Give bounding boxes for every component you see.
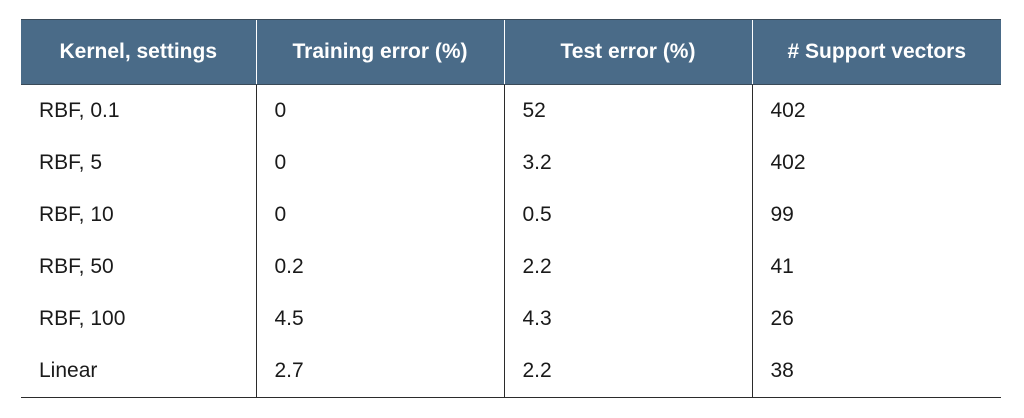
cell-support-vectors: 41 bbox=[751, 241, 1001, 293]
cell-kernel: RBF, 10 bbox=[39, 203, 114, 226]
cell-kernel: RBF, 0.1 bbox=[39, 99, 120, 122]
table-row: RBF, 0.1 0 52 402 bbox=[21, 84, 1001, 137]
table-row: RBF, 50 0.2 2.2 41 bbox=[21, 241, 1001, 293]
cell-support-vectors: 99 bbox=[751, 189, 1001, 241]
cell-support-vectors: 402 bbox=[751, 84, 1001, 137]
results-table: Kernel, settings Training error (%) Test… bbox=[21, 19, 1001, 398]
cell-test-error: 2.2 bbox=[503, 345, 752, 398]
cell-support-vectors: 402 bbox=[751, 137, 1001, 189]
cell-test-error: 3.2 bbox=[503, 137, 752, 189]
header-training-error: Training error (%) bbox=[255, 19, 504, 85]
cell-training-error: 4.5 bbox=[255, 293, 504, 345]
header-kernel-settings: Kernel, settings bbox=[21, 19, 256, 85]
cell-training-error: 2.7 bbox=[255, 345, 504, 398]
cell-test-error: 0.5 bbox=[503, 189, 752, 241]
table-header: Kernel, settings Training error (%) Test… bbox=[21, 19, 1001, 85]
cell-kernel: RBF, 5 bbox=[39, 151, 103, 174]
results-table-container: Kernel, settings Training error (%) Test… bbox=[21, 19, 1001, 398]
header-test-error: Test error (%) bbox=[503, 19, 752, 85]
cell-training-error: 0 bbox=[255, 84, 504, 137]
cell-kernel: Linear bbox=[21, 345, 256, 398]
table-row: RBF, 5 0 3.2 402 bbox=[21, 137, 1001, 189]
cell-kernel: RBF, 50 bbox=[39, 255, 114, 278]
cell-test-error: 4.3 bbox=[503, 293, 752, 345]
cell-test-error: 52 bbox=[503, 84, 752, 137]
cell-training-error: 0.2 bbox=[255, 241, 504, 293]
header-support-vectors: # Support vectors bbox=[751, 19, 1001, 85]
header-row: Kernel, settings Training error (%) Test… bbox=[21, 19, 1001, 85]
cell-support-vectors: 26 bbox=[751, 293, 1001, 345]
cell-support-vectors: 38 bbox=[751, 345, 1001, 398]
table-row: RBF, 100 4.5 4.3 26 bbox=[21, 293, 1001, 345]
table-row: RBF, 10 0 0.5 99 bbox=[21, 189, 1001, 241]
table-body: RBF, 0.1 0 52 402 RBF, 5 0 3.2 402 RBF, … bbox=[21, 84, 1001, 398]
cell-training-error: 0 bbox=[255, 189, 504, 241]
cell-training-error: 0 bbox=[255, 137, 504, 189]
cell-test-error: 2.2 bbox=[503, 241, 752, 293]
table-row: Linear 2.7 2.2 38 bbox=[21, 345, 1001, 398]
cell-kernel: RBF, 100 bbox=[39, 307, 126, 330]
